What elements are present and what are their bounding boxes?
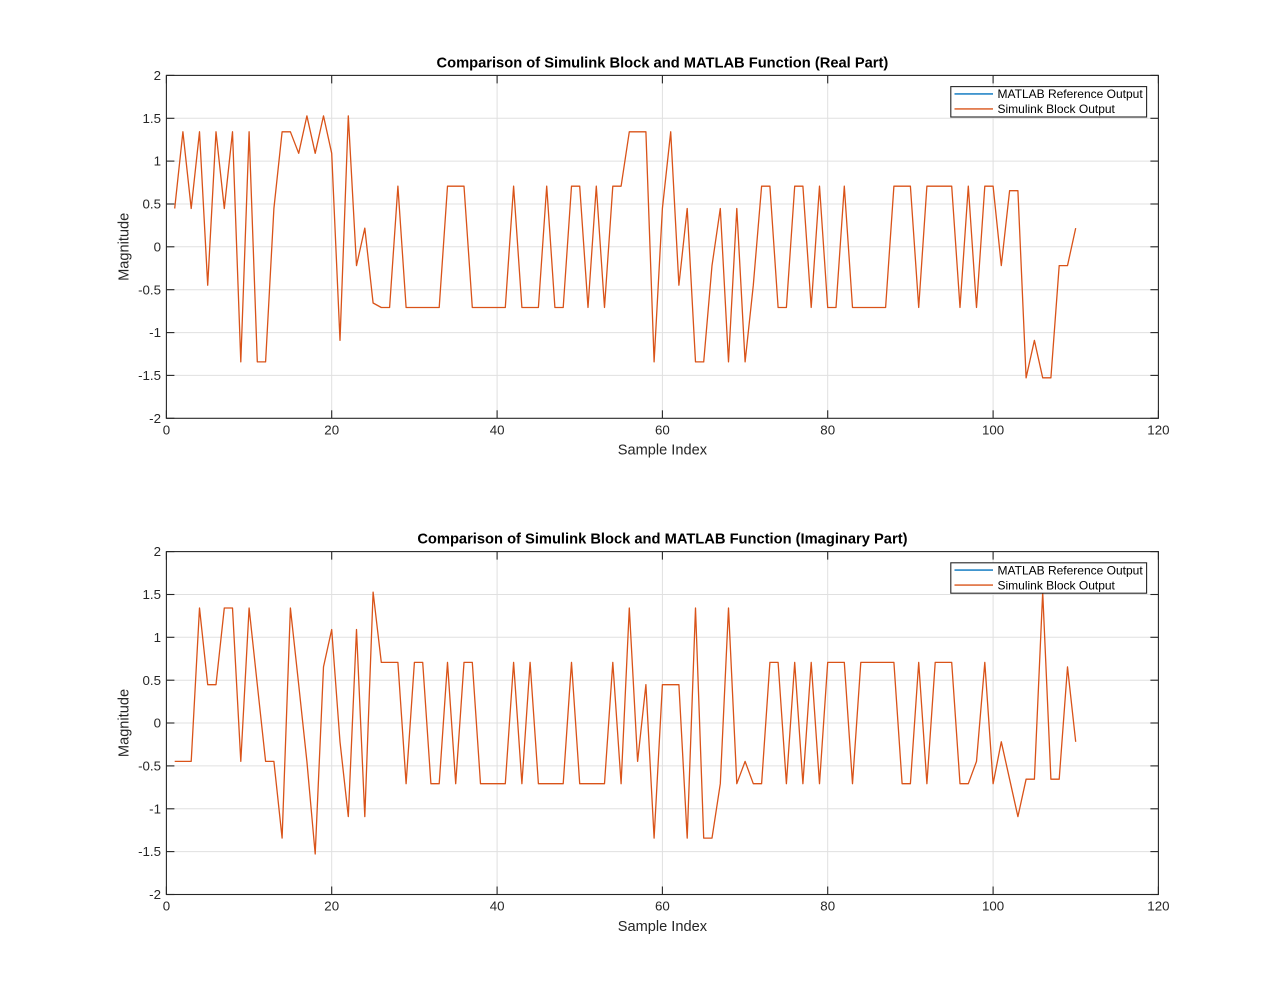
svg-text:-1.5: -1.5 (138, 844, 161, 859)
svg-text:40: 40 (490, 423, 505, 438)
svg-text:80: 80 (820, 423, 835, 438)
svg-text:80: 80 (820, 899, 835, 914)
svg-text:-1: -1 (149, 325, 161, 340)
svg-text:20: 20 (324, 899, 339, 914)
svg-text:-1.5: -1.5 (138, 368, 161, 383)
svg-text:-0.5: -0.5 (138, 759, 161, 774)
svg-text:0.5: 0.5 (143, 197, 162, 212)
svg-text:Magnitude: Magnitude (117, 689, 133, 757)
svg-text:0: 0 (154, 239, 161, 254)
svg-text:Sample Index: Sample Index (618, 919, 708, 935)
svg-text:120: 120 (1147, 423, 1169, 438)
svg-text:40: 40 (490, 899, 505, 914)
svg-text:Comparison of Simulink Block a: Comparison of Simulink Block and MATLAB … (436, 56, 888, 72)
svg-text:-0.5: -0.5 (138, 282, 161, 297)
svg-text:MATLAB Reference Output: MATLAB Reference Output (998, 87, 1144, 101)
svg-text:Magnitude: Magnitude (117, 213, 133, 281)
svg-text:-1: -1 (149, 801, 161, 816)
svg-text:Simulink Block Output: Simulink Block Output (998, 578, 1116, 592)
svg-text:Comparison of Simulink Block a: Comparison of Simulink Block and MATLAB … (417, 532, 907, 548)
svg-text:0: 0 (163, 423, 170, 438)
svg-text:Sample Index: Sample Index (618, 443, 708, 459)
svg-text:100: 100 (982, 899, 1004, 914)
svg-text:120: 120 (1147, 899, 1169, 914)
svg-text:Simulink Block Output: Simulink Block Output (998, 102, 1116, 116)
svg-text:20: 20 (324, 423, 339, 438)
svg-text:2: 2 (154, 68, 161, 83)
svg-text:100: 100 (982, 423, 1004, 438)
svg-text:0: 0 (154, 716, 161, 731)
svg-text:1.5: 1.5 (143, 587, 162, 602)
svg-text:1: 1 (154, 630, 161, 645)
svg-text:60: 60 (655, 899, 670, 914)
svg-text:MATLAB Reference Output: MATLAB Reference Output (998, 563, 1144, 577)
svg-text:-2: -2 (149, 887, 161, 902)
svg-text:-2: -2 (149, 411, 161, 426)
svg-text:60: 60 (655, 423, 670, 438)
svg-text:2: 2 (154, 544, 161, 559)
svg-text:1: 1 (154, 154, 161, 169)
svg-text:0.5: 0.5 (143, 673, 162, 688)
svg-text:0: 0 (163, 899, 170, 914)
svg-text:1.5: 1.5 (143, 111, 162, 126)
